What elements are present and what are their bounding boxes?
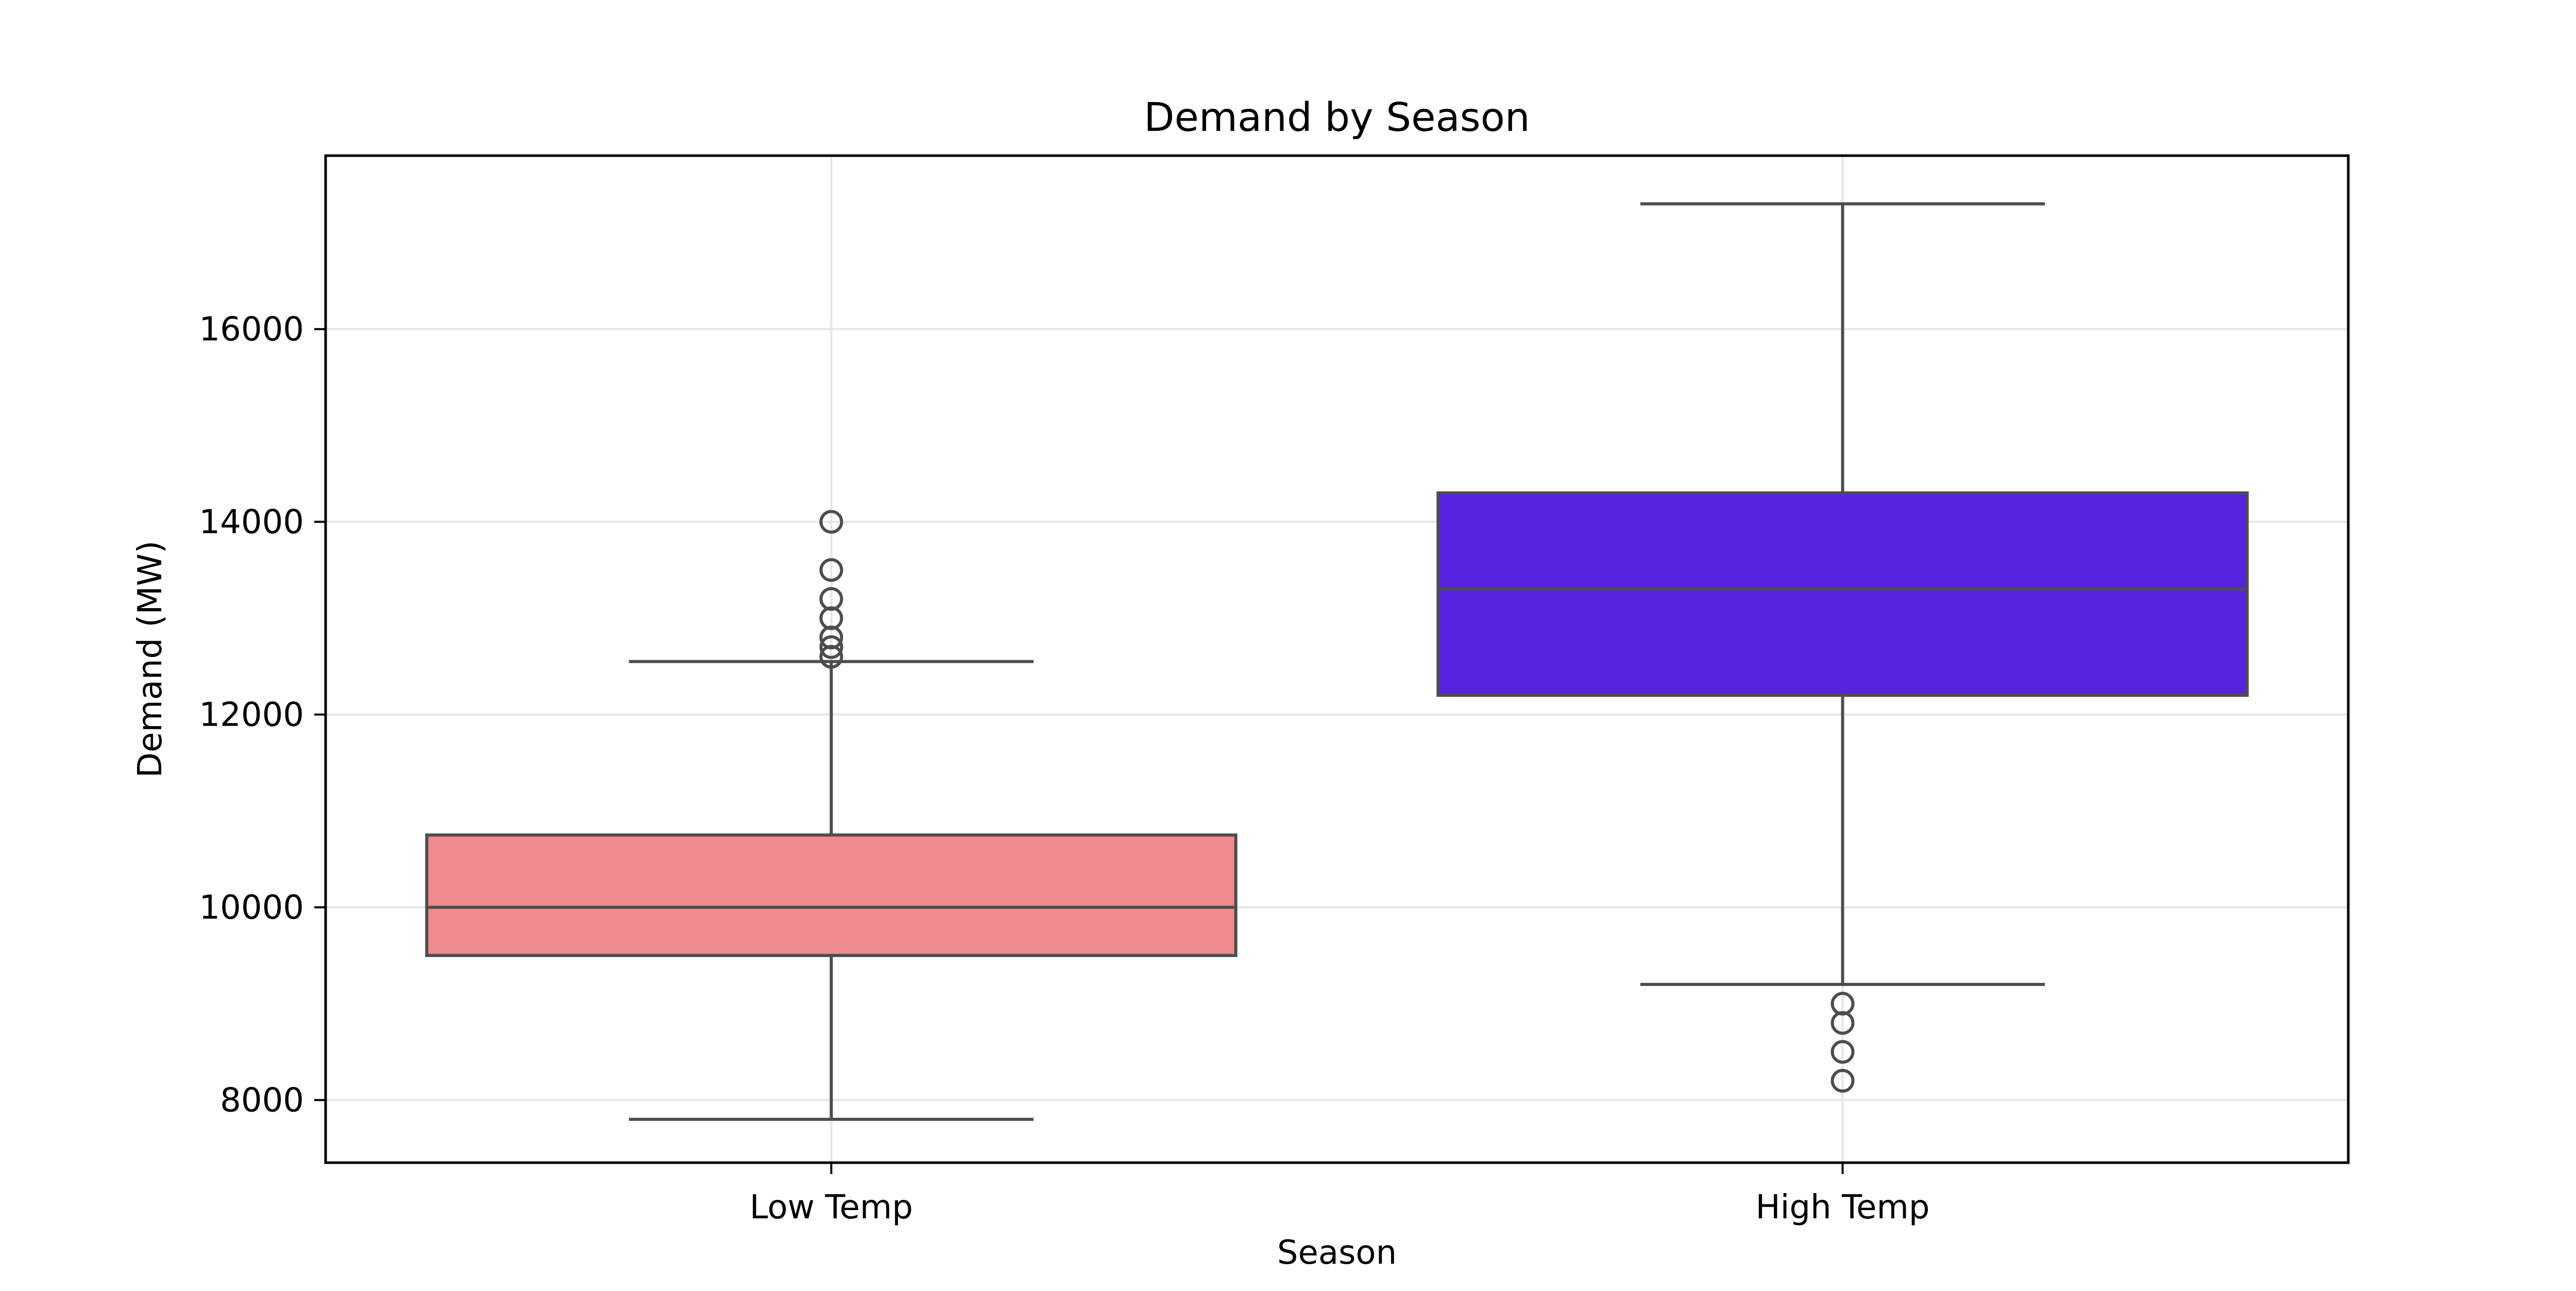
x-axis-label: Season xyxy=(1277,1234,1397,1272)
box-group-low-temp xyxy=(425,510,1238,1121)
chart-title: Demand by Season xyxy=(1144,95,1530,141)
outlier-point xyxy=(819,635,843,659)
y-tick-label: 10000 xyxy=(199,888,304,927)
outlier-point xyxy=(819,587,843,611)
y-axis-label: Demand (MW) xyxy=(131,541,170,778)
x-tick-label: Low Temp xyxy=(750,1188,913,1227)
y-tick-label: 14000 xyxy=(199,504,304,542)
outlier-point xyxy=(819,510,843,534)
outlier-point xyxy=(819,558,843,582)
y-tick-label: 16000 xyxy=(199,311,304,349)
outlier-point xyxy=(1831,992,1855,1016)
box-group-high-temp xyxy=(1436,202,2249,1093)
box-iqr xyxy=(425,833,1238,957)
axis-ticks: 8000 10000 12000 14000 16000 Low Temp High Tem… xyxy=(199,311,1929,1227)
y-tick-label: 12000 xyxy=(199,696,304,734)
x-tick-label: High Temp xyxy=(1756,1188,1930,1227)
outlier-point xyxy=(1831,1069,1855,1093)
outlier-point xyxy=(1831,1039,1855,1064)
box-iqr xyxy=(1436,491,2249,697)
y-tick-label: 8000 xyxy=(220,1081,304,1119)
plot-frame xyxy=(324,154,2350,1164)
boxes-layer xyxy=(425,202,2249,1121)
